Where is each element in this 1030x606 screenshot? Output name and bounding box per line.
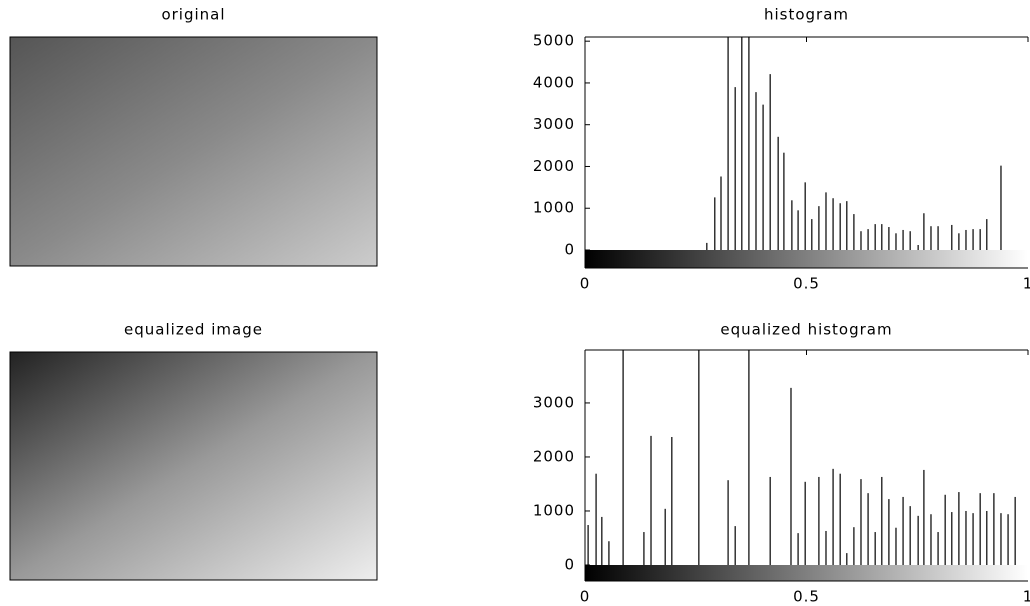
chart-title: equalized histogram bbox=[720, 321, 892, 339]
x-tick-label: 0.5 bbox=[793, 275, 820, 293]
y-tick-label: 5000 bbox=[533, 32, 575, 50]
image bbox=[10, 37, 377, 266]
x-tick-label: 0 bbox=[580, 588, 591, 606]
x-tick-label: 1 bbox=[1023, 588, 1030, 606]
x-tick-label: 0 bbox=[580, 275, 591, 293]
y-tick-label: 4000 bbox=[533, 73, 575, 91]
figure: originalhistogram01000200030004000500000… bbox=[0, 0, 1030, 606]
y-tick-label: 2000 bbox=[533, 447, 575, 465]
y-tick-label: 0 bbox=[564, 556, 575, 574]
image bbox=[10, 352, 377, 580]
y-tick-label: 1000 bbox=[533, 501, 575, 519]
y-tick-label: 3000 bbox=[533, 115, 575, 133]
chart-title: original bbox=[161, 6, 225, 24]
x-tick-label: 1 bbox=[1023, 275, 1030, 293]
x-tick-label: 0.5 bbox=[793, 588, 820, 606]
colorbar bbox=[585, 250, 1028, 268]
chart-title: equalized image bbox=[124, 321, 263, 339]
y-tick-label: 1000 bbox=[533, 199, 575, 217]
y-tick-label: 0 bbox=[564, 241, 575, 259]
y-tick-label: 3000 bbox=[533, 393, 575, 411]
y-tick-label: 2000 bbox=[533, 157, 575, 175]
chart-title: histogram bbox=[764, 6, 849, 24]
colorbar bbox=[585, 565, 1028, 581]
